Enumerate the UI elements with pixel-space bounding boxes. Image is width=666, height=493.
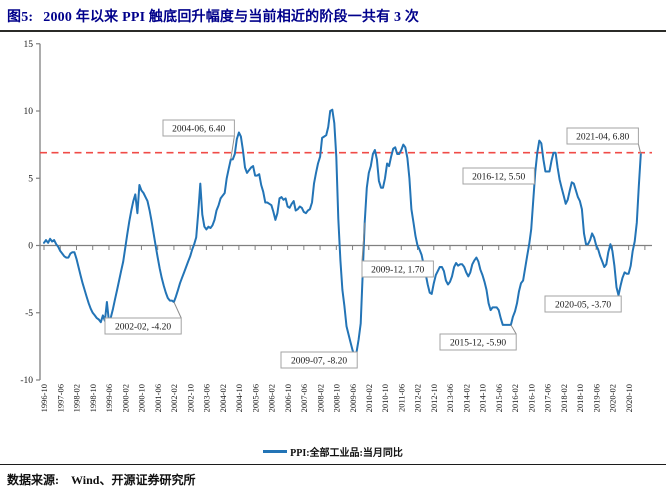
y-axis-label: 0 — [28, 242, 33, 252]
y-axis-label: 5 — [28, 174, 33, 184]
figure-title-text: 2000 年以来 PPI 触底回升幅度与当前相近的阶段一共有 3 次 — [43, 10, 420, 25]
legend-label: PPI:全部工业品:当月同比 — [290, 448, 403, 459]
x-axis-label: 2016-10 — [526, 384, 536, 412]
x-axis-label: 2018-10 — [575, 384, 585, 412]
annotation-label: 2009-12, 1.70 — [371, 265, 424, 275]
annotation-label: 2009-07, -8.20 — [291, 356, 347, 366]
x-axis-label: 2019-06 — [591, 384, 601, 412]
annotation-box — [104, 317, 182, 335]
figure-number: 图5: — [7, 10, 34, 25]
annotation-leader-line — [361, 222, 366, 262]
y-axis-label: -10 — [20, 376, 33, 386]
x-axis-label: 1997-06 — [55, 384, 65, 412]
y-axis-label: 10 — [24, 107, 34, 117]
x-axis-label: 2002-10 — [185, 384, 195, 412]
annotation-box — [439, 333, 517, 351]
x-axis-label: 2014-10 — [478, 384, 488, 412]
title-divider-line — [0, 30, 666, 32]
data-source: 数据来源: Wind、开源证券研究所 — [7, 471, 195, 488]
annotation-box — [544, 295, 622, 313]
ppi-line-chart: 15 10 5 0 -5 -10 1996-10 1997-06 1998-02 1998-10 1… — [20, 40, 652, 412]
annotation-box — [566, 127, 639, 145]
x-axis-label: 2008-10 — [332, 384, 342, 412]
x-axis-label: 2006-10 — [283, 384, 293, 412]
x-axis-label: 2000-10 — [137, 384, 147, 412]
x-axis-label: 2020-10 — [624, 384, 634, 412]
annotation-label: 2020-05, -3.70 — [555, 300, 611, 310]
data-source-text: Wind、开源证券研究所 — [71, 473, 196, 487]
x-axis-label: 2006-02 — [267, 384, 277, 412]
x-axis-label: 2009-06 — [348, 384, 358, 412]
annotation-leader-line — [230, 135, 235, 160]
x-axis-label: 1999-06 — [104, 384, 114, 412]
x-axis-label: 1996-10 — [39, 384, 49, 412]
x-axis-label: 2010-02 — [364, 384, 374, 412]
annotation-box — [462, 167, 535, 185]
annotation-leader-line — [173, 301, 182, 319]
x-axis-label: 2001-06 — [153, 384, 163, 412]
x-axis-label: 2020-02 — [608, 384, 618, 412]
annotation-label: 2002-02, -4.20 — [115, 322, 171, 332]
x-axis-label: 2008-02 — [315, 384, 325, 412]
x-axis-label: 2015-06 — [494, 384, 504, 412]
annotation-label: 2004-06, 6.40 — [172, 124, 225, 134]
annotation-label: 2016-12, 5.50 — [472, 172, 525, 182]
x-axis-label: 2012-02 — [413, 384, 423, 412]
y-axis-label: -5 — [25, 309, 33, 319]
y-axis-label: 15 — [24, 40, 34, 50]
x-axis-label: 2003-06 — [202, 384, 212, 412]
x-axis-label: 1998-10 — [88, 384, 98, 412]
annotation-label: 2021-04, 6.80 — [576, 132, 629, 142]
x-axis-label: 2005-06 — [250, 384, 260, 412]
annotation-box — [162, 119, 235, 137]
x-axis-label: 2010-10 — [380, 384, 390, 412]
x-axis-label: 2014-02 — [461, 384, 471, 412]
x-axis-label: 2012-10 — [429, 384, 439, 412]
figure-title: 图5: 2000 年以来 PPI 触底回升幅度与当前相近的阶段一共有 3 次 — [7, 6, 419, 26]
ppi-series-line — [43, 108, 642, 357]
data-source-label: 数据来源: — [7, 473, 59, 487]
x-axis-label: 2004-02 — [218, 384, 228, 412]
x-axis-label: 2018-02 — [559, 384, 569, 412]
x-axis-label: 2013-06 — [445, 384, 455, 412]
annotation-box — [361, 260, 434, 278]
x-axis-label: 2004-10 — [234, 384, 244, 412]
x-axis-label: 2011-06 — [396, 384, 406, 412]
legend-line-marker — [263, 450, 288, 453]
annotation-leader-line — [510, 324, 517, 335]
x-axis-label: 2000-02 — [120, 384, 130, 412]
x-axis-label: 2002-02 — [169, 384, 179, 412]
annotation-box — [280, 351, 358, 369]
source-divider-line — [0, 464, 666, 466]
x-axis-label: 2016-02 — [510, 384, 520, 412]
chart-legend: PPI:全部工业品:当月同比 — [0, 444, 666, 459]
annotation-leader-line — [637, 143, 642, 155]
x-axis-label: 2007-06 — [299, 384, 309, 412]
annotation-label: 2015-12, -5.90 — [450, 338, 506, 348]
x-axis-label: 2017-06 — [543, 384, 553, 412]
x-axis-label: 1998-02 — [72, 384, 82, 412]
